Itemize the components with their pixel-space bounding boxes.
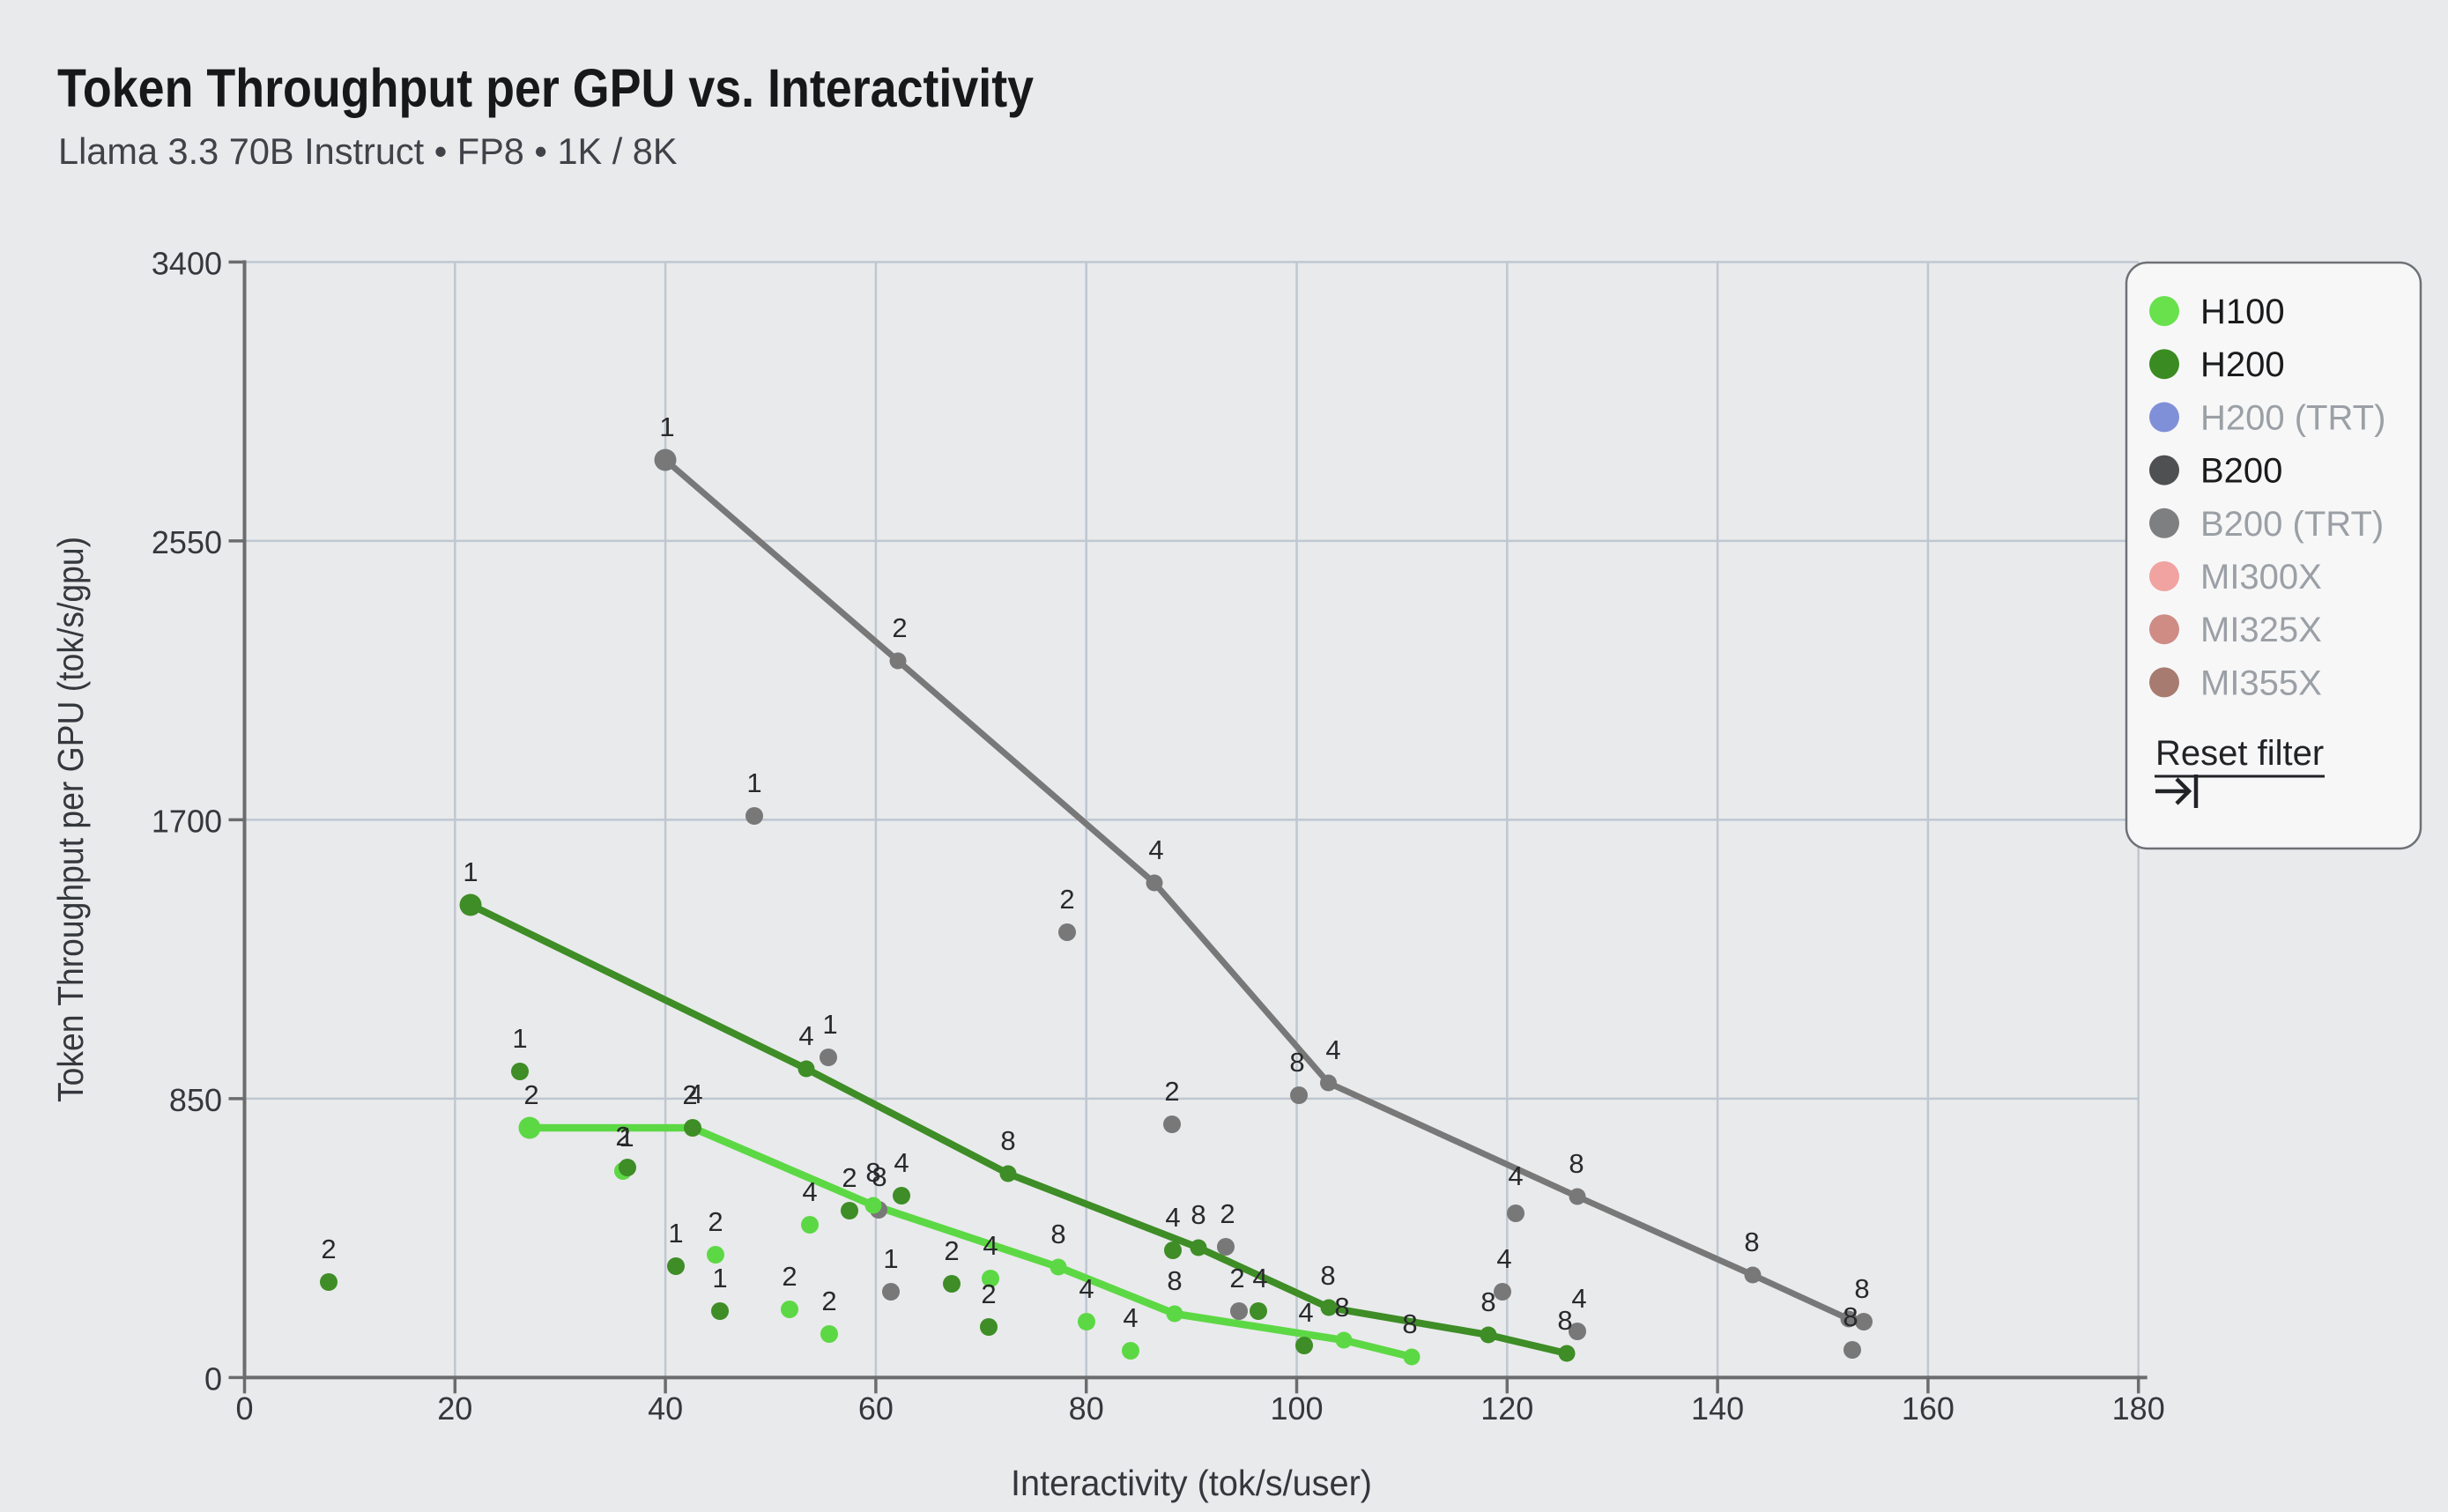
- svg-text:100: 100: [1270, 1390, 1323, 1427]
- svg-text:8: 8: [1480, 1286, 1495, 1317]
- svg-text:1: 1: [712, 1263, 727, 1293]
- svg-text:Token Throughput per GPU (tok/: Token Throughput per GPU (tok/s/gpu): [50, 537, 91, 1102]
- svg-text:850: 850: [169, 1082, 222, 1118]
- svg-text:2550: 2550: [152, 524, 222, 560]
- svg-text:8: 8: [1000, 1125, 1015, 1156]
- svg-text:H200: H200: [2200, 345, 2285, 384]
- svg-text:8: 8: [1334, 1292, 1349, 1323]
- svg-text:8: 8: [1320, 1260, 1335, 1291]
- svg-text:2: 2: [1059, 884, 1074, 915]
- svg-text:8: 8: [1402, 1308, 1417, 1339]
- svg-text:1700: 1700: [152, 803, 222, 839]
- svg-text:8: 8: [1854, 1273, 1869, 1304]
- svg-text:8: 8: [1191, 1199, 1205, 1230]
- svg-text:180: 180: [2112, 1390, 2165, 1427]
- svg-text:MI300X: MI300X: [2200, 558, 2322, 597]
- svg-text:40: 40: [648, 1390, 683, 1427]
- svg-text:4: 4: [1252, 1263, 1267, 1293]
- svg-text:1: 1: [668, 1218, 683, 1249]
- svg-text:1: 1: [883, 1243, 898, 1274]
- svg-text:4: 4: [1123, 1302, 1138, 1333]
- svg-text:8: 8: [1050, 1219, 1065, 1249]
- svg-text:2: 2: [615, 1121, 630, 1152]
- svg-text:H100: H100: [2200, 293, 2285, 331]
- svg-text:1: 1: [512, 1023, 527, 1054]
- svg-text:4: 4: [894, 1147, 909, 1178]
- svg-text:4: 4: [983, 1230, 998, 1261]
- svg-text:60: 60: [858, 1390, 894, 1427]
- svg-text:160: 160: [1902, 1390, 1955, 1427]
- svg-text:4: 4: [1325, 1034, 1340, 1065]
- svg-text:2: 2: [944, 1235, 959, 1266]
- svg-text:2: 2: [708, 1206, 723, 1237]
- svg-text:140: 140: [1691, 1390, 1744, 1427]
- svg-text:2: 2: [821, 1286, 836, 1316]
- svg-text:2: 2: [523, 1079, 538, 1110]
- svg-text:4: 4: [1496, 1243, 1511, 1274]
- svg-text:4: 4: [1508, 1160, 1523, 1191]
- svg-text:8: 8: [1843, 1301, 1858, 1332]
- svg-text:4: 4: [1298, 1297, 1313, 1328]
- svg-text:4: 4: [798, 1020, 813, 1051]
- svg-text:1: 1: [822, 1009, 837, 1040]
- svg-text:0: 0: [235, 1390, 253, 1427]
- svg-text:0: 0: [204, 1360, 222, 1397]
- svg-text:2: 2: [1164, 1076, 1179, 1107]
- svg-text:8: 8: [872, 1161, 886, 1192]
- svg-text:2: 2: [892, 612, 907, 643]
- svg-text:8: 8: [865, 1157, 880, 1188]
- svg-text:8: 8: [1569, 1148, 1584, 1179]
- svg-text:1: 1: [463, 856, 478, 887]
- svg-text:80: 80: [1069, 1390, 1104, 1427]
- svg-text:1: 1: [659, 411, 674, 442]
- svg-text:2: 2: [782, 1261, 797, 1292]
- svg-text:2: 2: [981, 1279, 996, 1309]
- svg-text:8: 8: [1167, 1265, 1182, 1296]
- svg-text:4: 4: [1079, 1273, 1094, 1304]
- svg-text:1: 1: [746, 767, 761, 798]
- svg-text:4: 4: [687, 1078, 702, 1109]
- svg-text:Reset filter: Reset filter: [2155, 734, 2324, 773]
- svg-text:4: 4: [1571, 1283, 1586, 1314]
- svg-text:MI355X: MI355X: [2200, 663, 2322, 702]
- svg-text:20: 20: [437, 1390, 472, 1427]
- svg-text:8: 8: [1289, 1047, 1304, 1078]
- svg-text:B200: B200: [2200, 452, 2282, 491]
- svg-text:4: 4: [1148, 834, 1163, 865]
- svg-text:8: 8: [1744, 1227, 1759, 1257]
- svg-text:4: 4: [1165, 1202, 1180, 1233]
- svg-text:8: 8: [1557, 1305, 1572, 1336]
- svg-text:2: 2: [1229, 1263, 1244, 1293]
- svg-text:2: 2: [842, 1162, 857, 1193]
- svg-text:2: 2: [321, 1234, 336, 1264]
- svg-text:3400: 3400: [152, 245, 222, 281]
- svg-text:120: 120: [1480, 1390, 1533, 1427]
- svg-text:B200 (TRT): B200 (TRT): [2200, 505, 2384, 544]
- svg-text:2: 2: [682, 1079, 697, 1110]
- svg-text:1: 1: [619, 1122, 634, 1153]
- svg-text:2: 2: [1220, 1198, 1235, 1229]
- svg-text:4: 4: [802, 1176, 817, 1207]
- svg-text:MI325X: MI325X: [2200, 611, 2322, 649]
- svg-text:H200 (TRT): H200 (TRT): [2200, 398, 2385, 437]
- svg-text:Interactivity (tok/s/user): Interactivity (tok/s/user): [1011, 1463, 1372, 1503]
